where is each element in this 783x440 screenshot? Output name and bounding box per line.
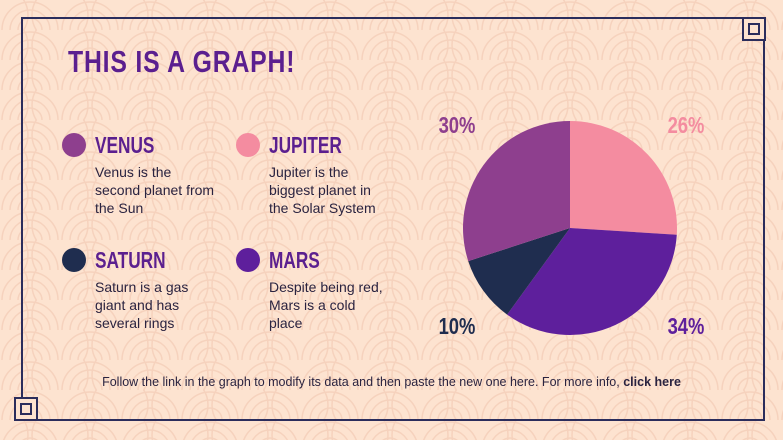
- legend-name: JUPITER: [269, 132, 342, 158]
- legend-dot: [62, 133, 86, 157]
- legend-name: SATURN: [95, 247, 166, 273]
- footer: Follow the link in the graph to modify i…: [0, 375, 783, 389]
- pie-slice: [570, 121, 677, 235]
- value-label: 30%: [438, 112, 476, 138]
- value-label: 10%: [438, 313, 476, 339]
- footer-text: Follow the link in the graph to modify i…: [102, 375, 620, 389]
- corner-ornament: [14, 17, 766, 421]
- frame: [21, 17, 765, 421]
- link[interactable]: click here: [623, 375, 681, 389]
- value-label: 34%: [667, 313, 705, 339]
- pie-slice: [507, 228, 677, 335]
- legend-description: Venus is the second planet from the Sun: [95, 164, 215, 216]
- title: THIS IS A GRAPH!: [68, 44, 296, 79]
- legend-dot: [236, 133, 260, 157]
- pie-slice: [462, 121, 570, 262]
- legend-description: Saturn is a gas giant and has several ri…: [95, 279, 189, 331]
- legend-description: Jupiter is the biggest planet in the Sol…: [269, 164, 376, 216]
- legend-name: MARS: [269, 247, 320, 273]
- legend-dot: [236, 248, 260, 272]
- value-label: 26%: [667, 112, 705, 138]
- pie-chart: [462, 121, 677, 335]
- legend-dot: [62, 248, 86, 272]
- pie-slice: [468, 228, 570, 315]
- legend-description: Despite being red, Mars is a cold place: [269, 279, 383, 331]
- legend-name: VENUS: [95, 132, 155, 158]
